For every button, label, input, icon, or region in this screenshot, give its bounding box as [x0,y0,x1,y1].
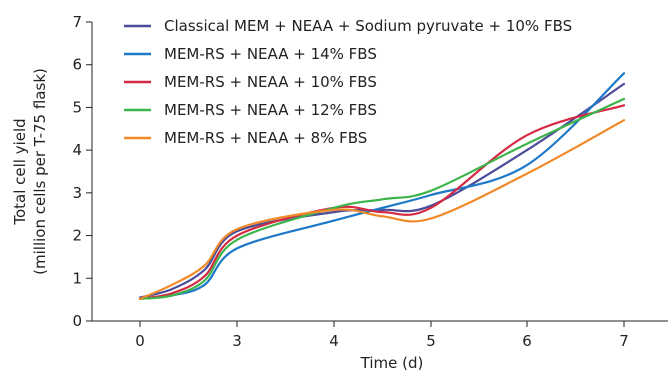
y-tick-label: 2 [72,227,82,245]
axes [91,22,668,322]
series-line-2 [138,72,626,300]
series-line-4 [138,97,626,300]
legend: Classical MEM + NEAA + Sodium pyruvate +… [124,17,572,147]
series-line-3 [138,104,626,300]
legend-label-4: MEM-RS + NEAA + 12% FBS [164,101,377,119]
y-axis-ticks: 0 1 2 3 4 5 6 7 [72,13,92,330]
series-line-1 [138,82,626,299]
y-tick-label: 4 [72,141,82,159]
x-tick-label: 3 [232,332,242,350]
x-tick-label: 4 [329,332,339,350]
x-axis-title: Time (d) [360,354,424,372]
x-axis-ticks: 0 3 4 5 6 7 [135,321,629,350]
legend-label-5: MEM-RS + NEAA + 8% FBS [164,129,367,147]
x-tick-label: 0 [135,332,145,350]
y-axis-title-line-2: (million cells per T-75 flask) [31,68,49,275]
series-lines [138,72,626,300]
series-line-5 [138,119,626,300]
x-tick-label: 7 [619,332,629,350]
x-tick-label: 6 [522,332,532,350]
y-axis-title: Total cell yield (million cells per T-75… [11,68,49,275]
legend-label-3: MEM-RS + NEAA + 10% FBS [164,73,377,91]
legend-label-1: Classical MEM + NEAA + Sodium pyruvate +… [164,17,572,35]
y-tick-label: 6 [72,56,82,74]
y-tick-label: 3 [72,184,82,202]
y-axis-title-line-1: Total cell yield [11,118,29,225]
y-tick-label: 7 [72,13,82,31]
x-tick-label: 5 [426,332,436,350]
y-tick-label: 1 [72,269,82,287]
legend-label-2: MEM-RS + NEAA + 14% FBS [164,45,377,63]
y-tick-label: 5 [72,98,82,116]
y-tick-label: 0 [72,312,82,330]
